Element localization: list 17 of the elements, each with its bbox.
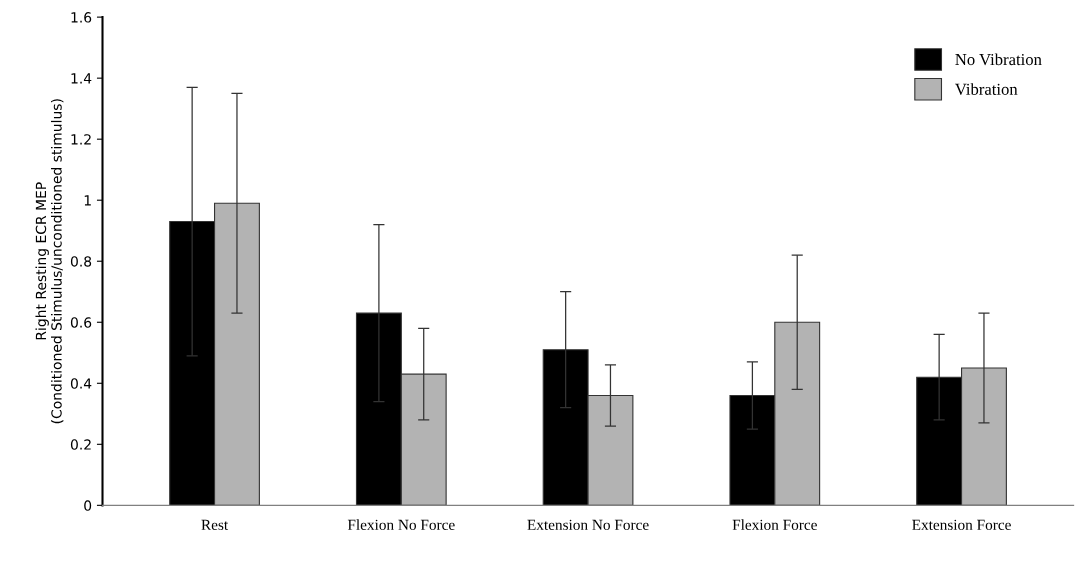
legend-label: Vibration (955, 83, 1018, 95)
x-tick-label: Extension Force (912, 519, 1011, 530)
y-axis-title: Right Resting ECR MEP (Conditioned Stimulus/unconditioned stimulus) (35, 99, 64, 424)
y-tick-label: 0.4 (70, 378, 92, 389)
y-tick-label: 0.6 (70, 317, 92, 328)
y-tick-label: 1.6 (71, 12, 92, 23)
y-tick-label: 1.4 (71, 73, 92, 84)
legend-label: No Vibration (955, 53, 1042, 66)
x-tick-label: Flexion No Force (347, 519, 455, 530)
x-tick-label: Rest (201, 519, 229, 530)
y-tick-label: 1 (84, 195, 91, 206)
x-tick-label: Flexion Force (732, 519, 817, 530)
y-tick-label: 0 (84, 500, 92, 511)
y-tick-label: 1.2 (71, 134, 91, 145)
y-tick-label: 0.2 (70, 439, 91, 450)
y-tick-label: 0.8 (70, 256, 92, 267)
x-tick-label: Extension No Force (527, 519, 649, 530)
